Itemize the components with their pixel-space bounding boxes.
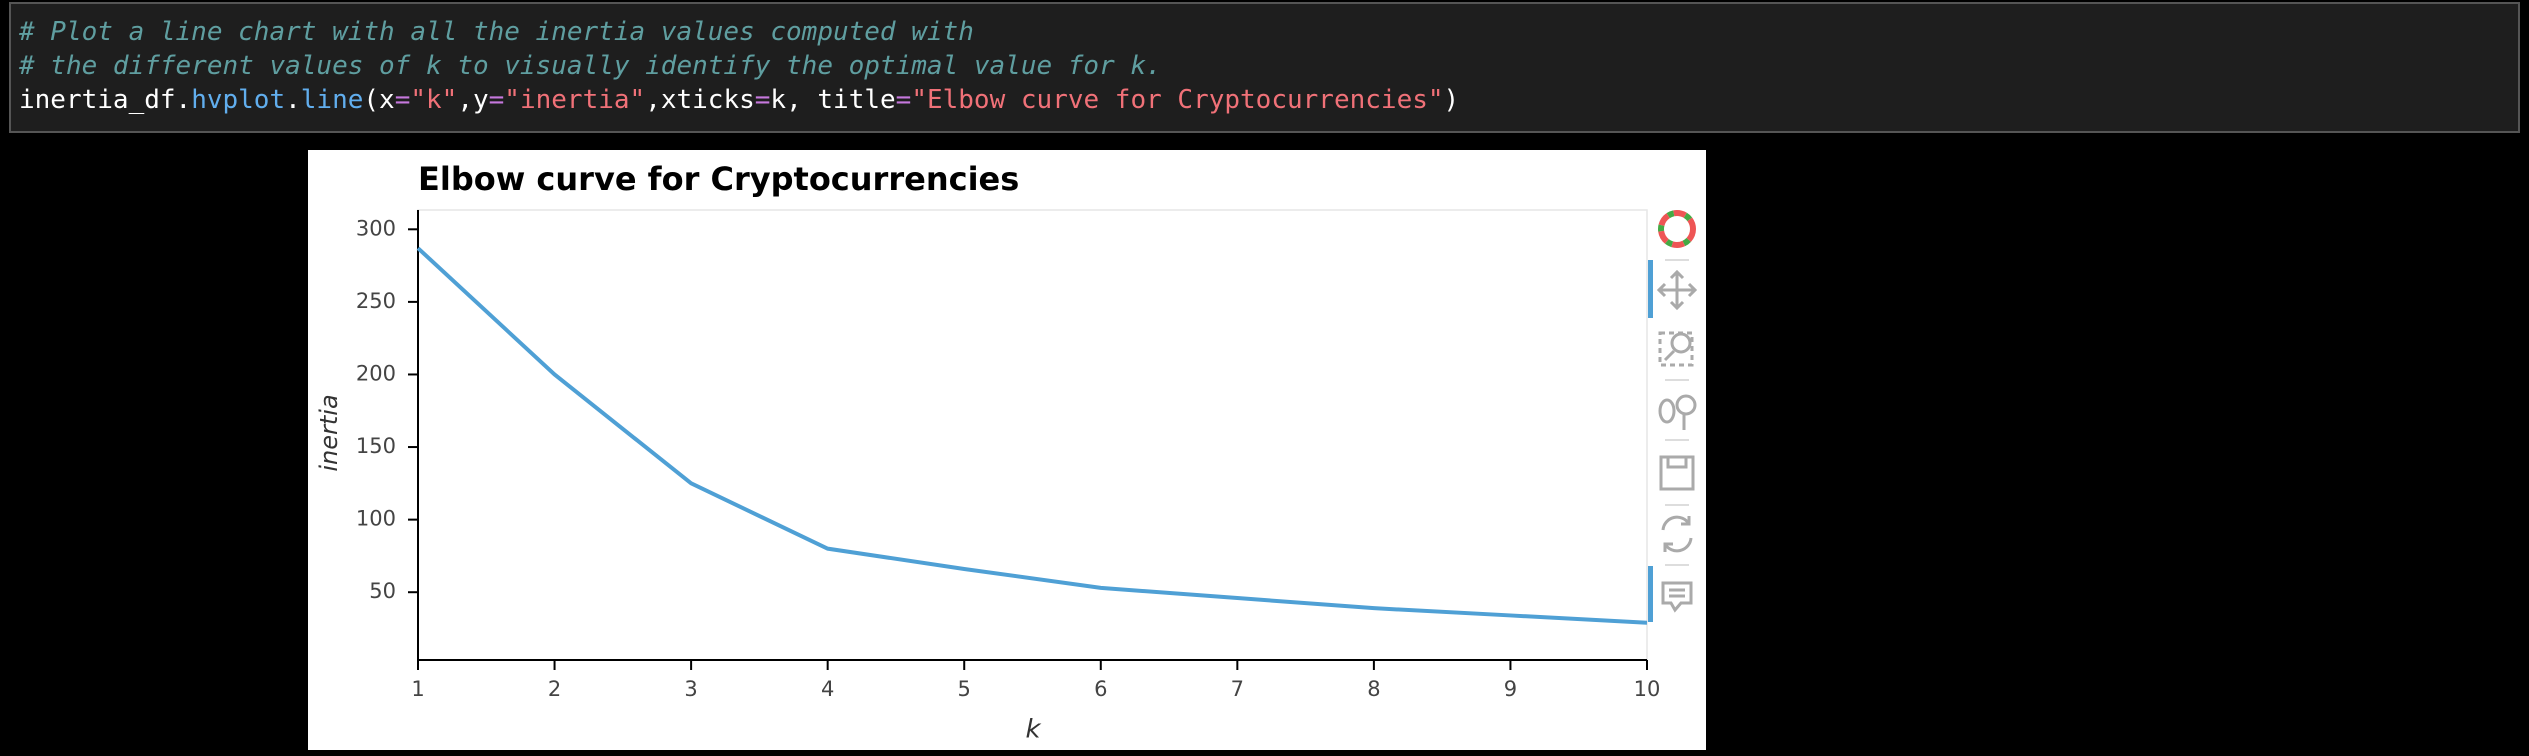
- code-cell[interactable]: [9, 2, 2520, 133]
- code-token: =: [489, 85, 505, 115]
- x-tick-label: 4: [821, 677, 834, 701]
- x-tick-label: 5: [958, 677, 971, 701]
- code-token: "inertia": [504, 85, 645, 115]
- reset-tool[interactable]: [1661, 515, 1693, 553]
- wheel-zoom-tool[interactable]: [1658, 394, 1697, 430]
- y-axis-label: inertia: [315, 394, 343, 471]
- code-token: ): [1444, 85, 1460, 115]
- y-tick-label: 300: [356, 216, 396, 240]
- x-tick-label: 9: [1504, 677, 1517, 701]
- y-tick-label: 250: [356, 289, 396, 313]
- x-tick-label: 3: [684, 677, 697, 701]
- toolbar: [1648, 210, 1698, 622]
- code-token: ,xticks: [645, 85, 755, 115]
- x-tick-label: 8: [1367, 677, 1380, 701]
- code-token: ,y: [457, 85, 488, 115]
- code-token: "Elbow curve for Cryptocurrencies": [911, 85, 1443, 115]
- chart-title: Elbow curve for Cryptocurrencies: [418, 160, 1019, 198]
- code-token: hvplot: [191, 85, 285, 115]
- x-tick-label: 6: [1094, 677, 1107, 701]
- code-token: # Plot a line chart with all the inertia…: [18, 17, 974, 47]
- code-line: inertia_df.hvplot.line(x="k",y="inertia"…: [19, 85, 1459, 115]
- active-indicator: [1648, 566, 1653, 622]
- code-token: =: [755, 85, 771, 115]
- active-indicator: [1648, 260, 1653, 318]
- code-token: .: [285, 85, 301, 115]
- y-tick-label: 150: [356, 434, 396, 458]
- bokeh-logo[interactable]: [1658, 210, 1696, 248]
- y-tick-label: 200: [356, 361, 396, 385]
- code-token: (x: [363, 85, 394, 115]
- x-tick-label: 10: [1634, 677, 1661, 701]
- save-tool[interactable]: [1659, 455, 1695, 491]
- toolbar-separator: [1665, 259, 1689, 566]
- code-token: inertia_df.: [19, 85, 191, 115]
- code-token: "k": [410, 85, 457, 115]
- box-zoom-tool[interactable]: [1658, 331, 1694, 367]
- code-line: # the different values of k to visually …: [18, 51, 1162, 81]
- code-line: # Plot a line chart with all the inertia…: [18, 17, 974, 47]
- code-token: =: [395, 85, 411, 115]
- x-axis-label: k: [1025, 715, 1041, 745]
- y-tick-label: 50: [369, 579, 396, 603]
- code-token: =: [896, 85, 912, 115]
- pan-tool[interactable]: [1656, 269, 1698, 311]
- hover-tool[interactable]: [1661, 581, 1693, 613]
- x-tick-label: 2: [548, 677, 561, 701]
- code-token: k, title: [770, 85, 895, 115]
- chart-panel: [308, 150, 1706, 750]
- code-token: # the different values of k to visually …: [18, 51, 1162, 81]
- code-token: line: [301, 85, 364, 115]
- x-tick-label: 1: [411, 677, 424, 701]
- data-line: [416, 246, 1648, 625]
- y-tick-label: 100: [356, 507, 396, 531]
- x-tick-label: 7: [1231, 677, 1244, 701]
